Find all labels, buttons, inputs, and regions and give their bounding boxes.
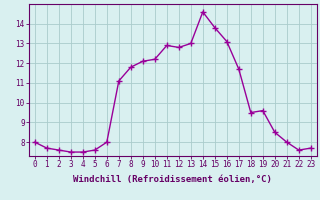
X-axis label: Windchill (Refroidissement éolien,°C): Windchill (Refroidissement éolien,°C): [73, 175, 272, 184]
